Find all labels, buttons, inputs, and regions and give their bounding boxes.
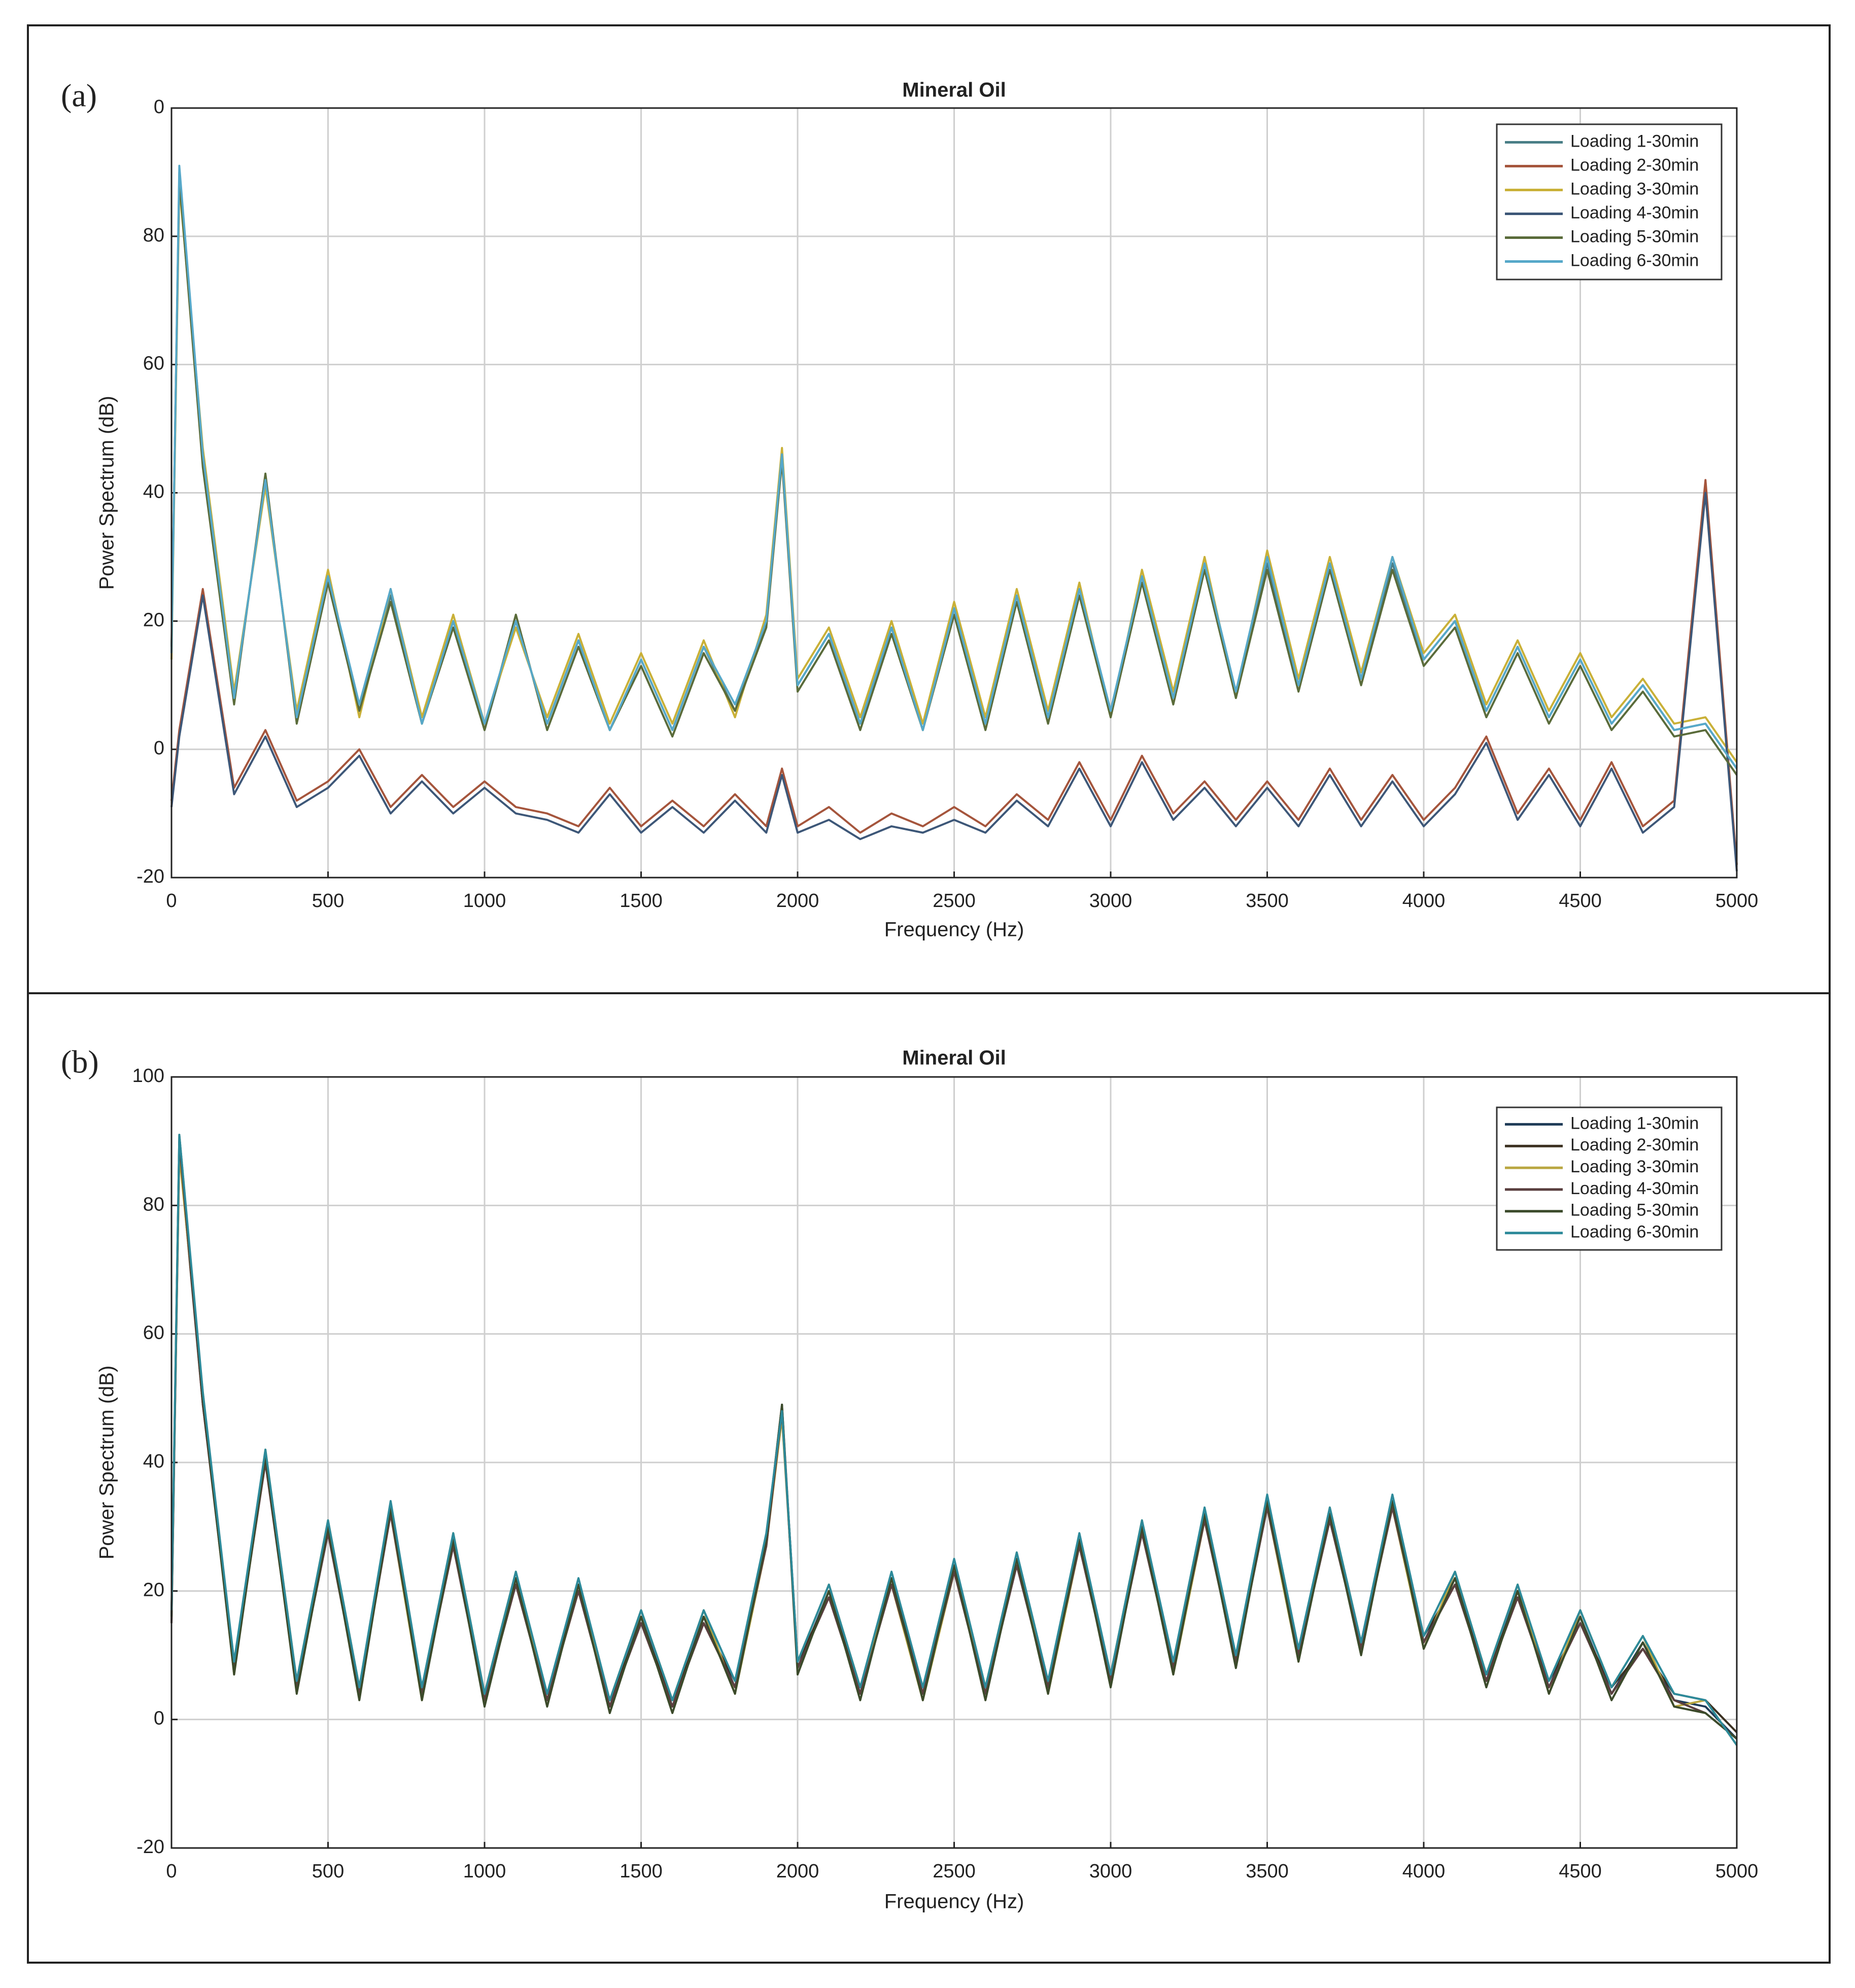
- y-axis-label: Power Spectrum (dB): [96, 396, 118, 589]
- x-tick-label: 4000: [1402, 1861, 1446, 1882]
- panel-label: (a): [61, 78, 97, 114]
- y-tick-label: 40: [143, 481, 164, 503]
- y-tick-label: 60: [143, 1322, 164, 1344]
- x-tick-label: 2000: [776, 1861, 819, 1882]
- x-tick-label: 1000: [463, 1861, 506, 1882]
- y-tick-label: 0: [154, 738, 164, 759]
- x-tick-label: 5000: [1715, 890, 1759, 912]
- x-tick-label: 3500: [1246, 890, 1289, 912]
- series-line: [170, 1134, 1738, 1746]
- series-line: [170, 492, 1738, 871]
- legend-label: Loading 3-30min: [1570, 179, 1699, 198]
- legend-label: Loading 5-30min: [1570, 227, 1699, 246]
- y-tick-label: 60: [143, 353, 164, 374]
- series-line: [170, 1134, 1738, 1740]
- x-tick-label: 2000: [776, 890, 819, 912]
- x-tick-label: 5000: [1715, 1861, 1759, 1882]
- legend: Loading 1-30min Loading 2-30min Loading 3-…: [1496, 123, 1723, 281]
- y-tick-label: 20: [143, 609, 164, 631]
- y-tick-label: 80: [143, 1194, 164, 1215]
- x-axis-label: Frequency (Hz): [884, 919, 1024, 941]
- x-tick-label: 4500: [1559, 890, 1602, 912]
- y-axis-label: Power Spectrum (dB): [96, 1366, 118, 1559]
- x-axis-label: Frequency (Hz): [884, 1891, 1024, 1913]
- legend-box: [1496, 1106, 1723, 1251]
- legend-label: Loading 1-30min: [1570, 1113, 1699, 1133]
- legend-label: Loading 6-30min: [1570, 1223, 1699, 1242]
- x-tick-label: 500: [312, 1861, 344, 1882]
- legend-label: Loading 2-30min: [1570, 1135, 1699, 1155]
- y-tick-label: 0: [154, 96, 164, 118]
- chart-title: Mineral Oil: [902, 1047, 1006, 1069]
- legend-label: Loading 4-30min: [1570, 203, 1699, 222]
- x-tick-label: 1500: [620, 1861, 663, 1882]
- x-tick-label: 500: [312, 890, 344, 912]
- legend-label: Loading 2-30min: [1570, 155, 1699, 175]
- chart-title: Mineral Oil: [902, 79, 1006, 101]
- legend-label: Loading 3-30min: [1570, 1157, 1699, 1176]
- legend-label: Loading 1-30min: [1570, 131, 1699, 151]
- legend-label: Loading 6-30min: [1570, 251, 1699, 270]
- x-tick-label: 3500: [1246, 1861, 1289, 1882]
- y-tick-label: 100: [132, 1065, 164, 1087]
- x-tick-label: 0: [166, 1861, 177, 1882]
- legend-box: [1496, 123, 1723, 281]
- panel-label: (b): [61, 1044, 99, 1080]
- y-tick-label: 80: [143, 225, 164, 246]
- x-tick-label: 2500: [933, 890, 976, 912]
- legend-label: Loading 4-30min: [1570, 1179, 1699, 1198]
- x-tick-label: 1500: [620, 890, 663, 912]
- x-tick-label: 3000: [1089, 1861, 1132, 1882]
- x-tick-label: 0: [166, 890, 177, 912]
- series-line: [170, 479, 1738, 865]
- legend-label: Loading 5-30min: [1570, 1201, 1699, 1220]
- y-tick-label: -20: [136, 866, 164, 887]
- x-tick-label: 2500: [933, 1861, 976, 1882]
- y-tick-label: 40: [143, 1451, 164, 1472]
- y-tick-label: 0: [154, 1708, 164, 1729]
- x-tick-label: 4000: [1402, 890, 1446, 912]
- x-tick-label: 3000: [1089, 890, 1132, 912]
- x-tick-label: 1000: [463, 890, 506, 912]
- y-tick-label: -20: [136, 1836, 164, 1858]
- plot-frame: [170, 107, 1738, 879]
- series-line: [170, 164, 1738, 770]
- y-tick-label: 20: [143, 1579, 164, 1600]
- x-tick-label: 4500: [1559, 1861, 1602, 1882]
- plot-frame: [170, 1076, 1738, 1849]
